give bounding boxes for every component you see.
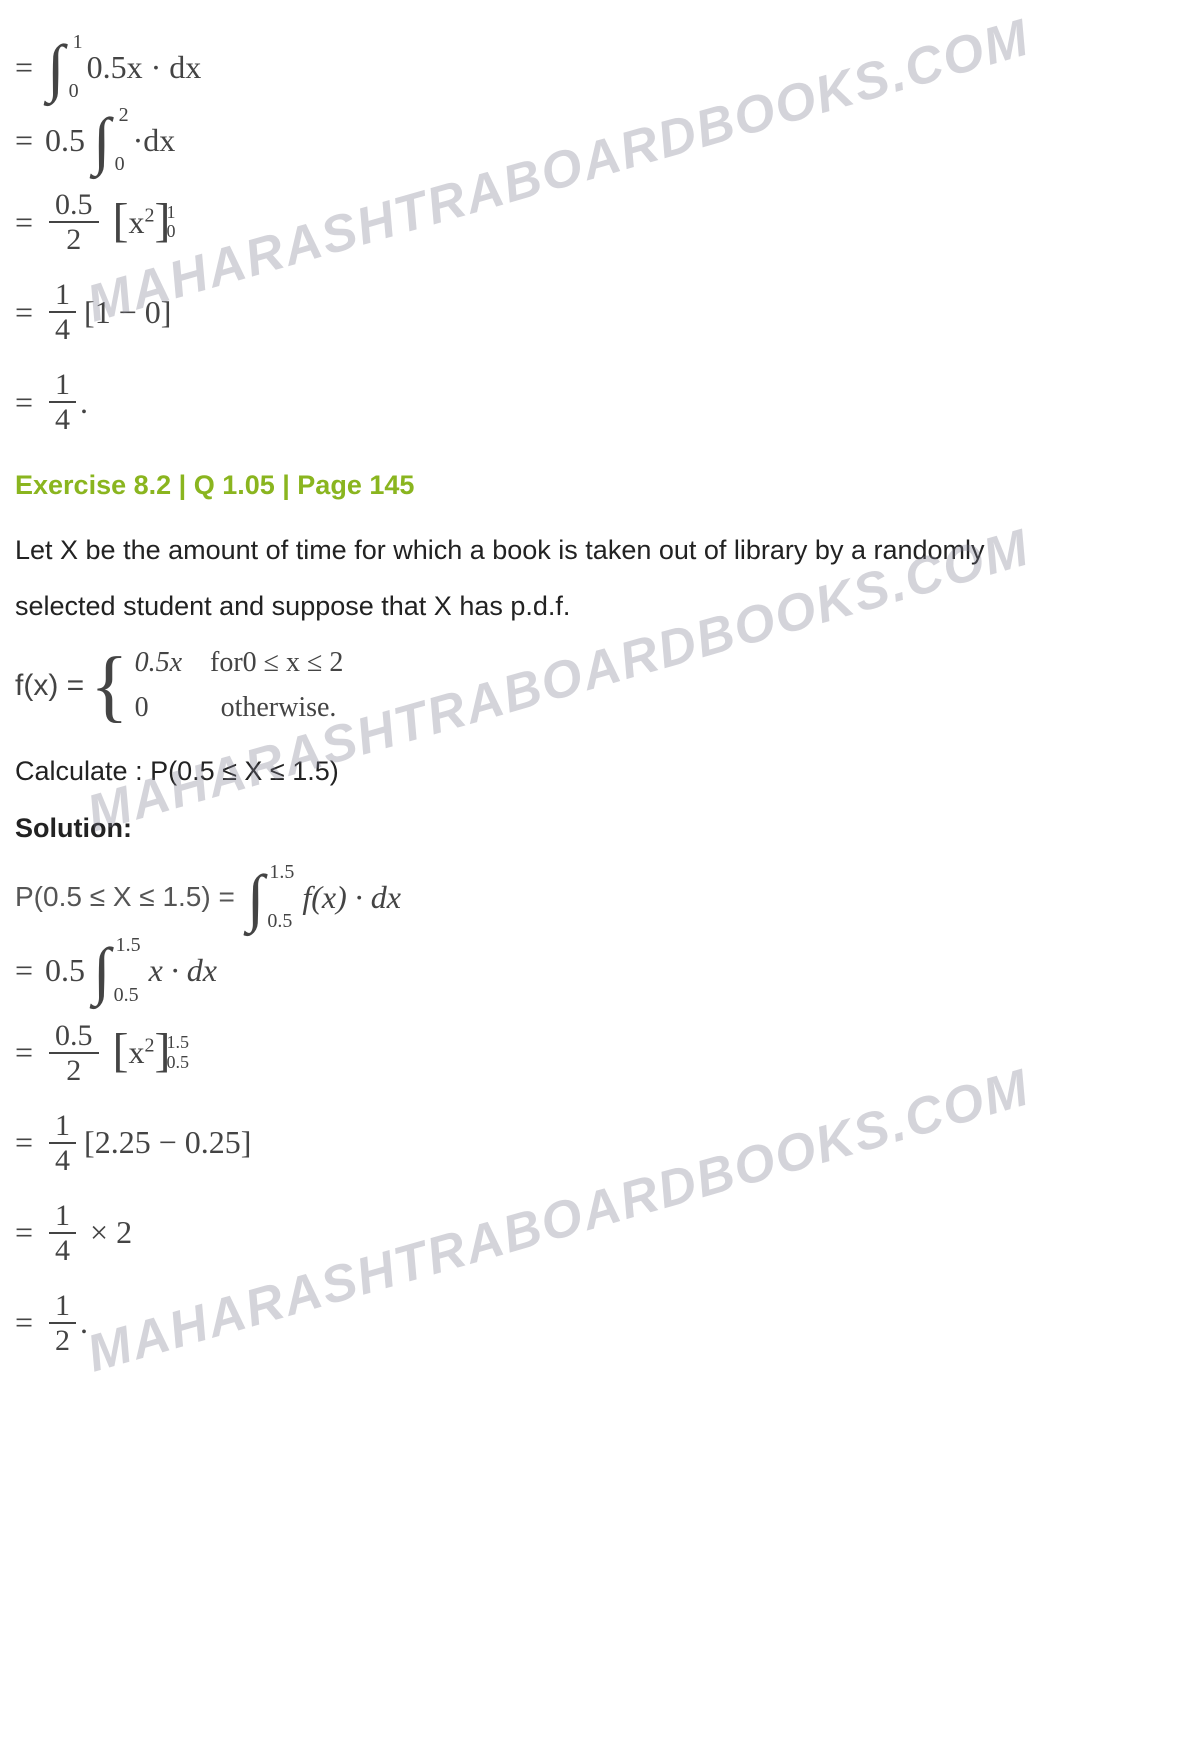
- sol-line-1: P(0.5 ≤ X ≤ 1.5) = ∫ 1.5 0.5 f(x) · dx: [15, 872, 1180, 923]
- bracket-close: ]: [155, 199, 171, 242]
- question-text-1: Let X be the amount of time for which a …: [15, 526, 1180, 576]
- bracket-expr: [1 − 0]: [84, 287, 171, 338]
- equals: =: [15, 377, 33, 428]
- denominator: 2: [49, 1324, 76, 1357]
- eq-line-2: = 0.5 ∫ 2 0 ·dx: [15, 115, 1180, 166]
- numerator: 1: [49, 278, 76, 313]
- eq-line-5: = 1 4 .: [15, 368, 1180, 436]
- int-lower: 0.5: [114, 987, 139, 1003]
- fraction: 1 4: [49, 1109, 76, 1177]
- numerator: 0.5: [49, 1019, 99, 1054]
- equals: =: [15, 115, 33, 166]
- sol-line-6: = 1 2 .: [15, 1289, 1180, 1357]
- integrand: ·dx: [133, 115, 176, 166]
- fraction: 1 2: [49, 1289, 76, 1357]
- denominator: 4: [49, 1144, 76, 1177]
- int-lower: 0.5: [267, 913, 292, 929]
- fraction: 0.5 2: [49, 188, 99, 256]
- sol-line-4: = 1 4 [2.25 − 0.25]: [15, 1109, 1180, 1177]
- expr: x2: [129, 1027, 155, 1078]
- fraction: 1 4: [49, 278, 76, 346]
- equals: =: [15, 42, 33, 93]
- int-lower: 0: [69, 83, 79, 99]
- eq-line-4: = 1 4 [1 − 0]: [15, 278, 1180, 346]
- lhs: P(0.5 ≤ X ≤ 1.5) =: [15, 875, 235, 920]
- denominator: 2: [60, 223, 87, 256]
- int-upper: 1.5: [116, 937, 141, 953]
- bracket-open: [: [113, 199, 129, 242]
- case2-left: 0: [135, 686, 193, 731]
- bracket-open: [: [113, 1029, 129, 1072]
- bracket-expr: [2.25 − 0.25]: [84, 1117, 251, 1168]
- solution-label: Solution:: [15, 807, 1180, 850]
- fx-label: f(x) =: [15, 662, 84, 710]
- integrand: 0.5x · dx: [87, 42, 202, 93]
- denominator: 4: [49, 313, 76, 346]
- eq-line-1: = ∫ 1 0 0.5x · dx: [15, 42, 1180, 93]
- int-upper: 1.5: [269, 864, 294, 880]
- tail: .: [80, 377, 88, 428]
- equals: =: [15, 1027, 33, 1078]
- integrand: f(x) · dx: [302, 872, 401, 923]
- int-upper: 1: [73, 34, 83, 50]
- sol-line-3: = 0.5 2 [ x2 ] 1.5 0.5: [15, 1019, 1180, 1087]
- equals: =: [15, 197, 33, 248]
- numerator: 1: [49, 1109, 76, 1144]
- case1-right: for0 ≤ x ≤ 2: [210, 641, 343, 686]
- equals: =: [15, 1297, 33, 1348]
- int-upper: 2: [119, 107, 129, 123]
- fraction: 1 4: [49, 1199, 76, 1267]
- numerator: 1: [49, 368, 76, 403]
- numerator: 1: [49, 1199, 76, 1234]
- integral-sign: ∫ 1.5 0.5: [247, 872, 265, 923]
- tail: × 2: [90, 1207, 132, 1258]
- exercise-header: Exercise 8.2 | Q 1.05 | Page 145: [15, 464, 1180, 507]
- calculate-text: Calculate : P(0.5 ≤ X ≤ 1.5): [15, 747, 1180, 797]
- question-text-2: selected student and suppose that X has …: [15, 582, 1180, 632]
- numerator: 1: [49, 1289, 76, 1324]
- fraction: 1 4: [49, 368, 76, 436]
- tail: .: [80, 1297, 88, 1348]
- denominator: 2: [60, 1054, 87, 1087]
- equals: =: [15, 945, 33, 996]
- eq-line-3: = 0.5 2 [ x2 ] 1 0: [15, 188, 1180, 256]
- fraction: 0.5 2: [49, 1019, 99, 1087]
- cases: 0.5x for0 ≤ x ≤ 2 0 otherwise.: [135, 641, 344, 731]
- integrand: x · dx: [149, 945, 217, 996]
- integral-sign: ∫ 1.5 0.5: [93, 945, 111, 996]
- denominator: 4: [49, 403, 76, 436]
- integral-sign: ∫ 1 0: [47, 42, 65, 93]
- denominator: 4: [49, 1234, 76, 1267]
- equals: =: [15, 287, 33, 338]
- pdf-definition: f(x) = { 0.5x for0 ≤ x ≤ 2 0 otherwise.: [15, 641, 1180, 731]
- equals: =: [15, 1117, 33, 1168]
- bracket-close: ]: [155, 1029, 171, 1072]
- sol-line-2: = 0.5 ∫ 1.5 0.5 x · dx: [15, 945, 1180, 996]
- coef: 0.5: [45, 115, 85, 166]
- expr: x2: [129, 197, 155, 248]
- brace-icon: {: [90, 650, 128, 722]
- case1-left: 0.5x: [135, 641, 182, 686]
- integral-sign: ∫ 2 0: [93, 115, 111, 166]
- sol-line-5: = 1 4 × 2: [15, 1199, 1180, 1267]
- equals: =: [15, 1207, 33, 1258]
- coef: 0.5: [45, 945, 85, 996]
- int-lower: 0: [115, 156, 125, 172]
- case2-right: otherwise.: [221, 686, 337, 731]
- numerator: 0.5: [49, 188, 99, 223]
